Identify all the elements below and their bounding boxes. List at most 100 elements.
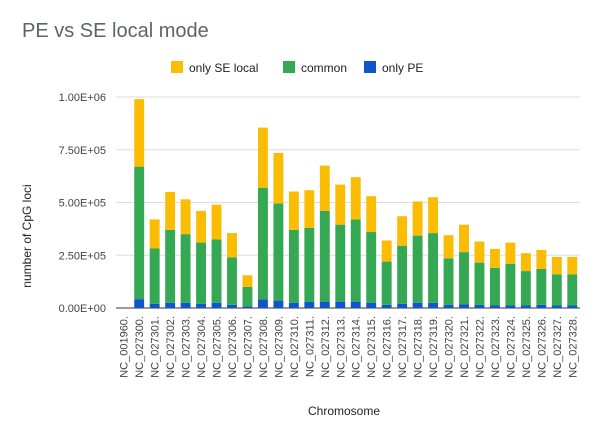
bars xyxy=(134,99,578,308)
x-tick-label: NC_027302. xyxy=(165,316,177,378)
legend: only SE local common only PE xyxy=(171,61,423,75)
bar-common xyxy=(459,252,469,305)
bar-common xyxy=(350,219,361,302)
x-tick-label: NC_027318. xyxy=(413,316,425,378)
bar-only-pe xyxy=(505,305,516,308)
bar-only-pe xyxy=(366,302,377,308)
bar-only-pe xyxy=(165,302,176,308)
bar-common xyxy=(381,261,392,305)
bar-only-se-local xyxy=(288,191,299,230)
bar-common xyxy=(412,235,423,303)
bar-common xyxy=(536,268,547,305)
bar-only-pe xyxy=(335,301,346,308)
bar-only-se-local xyxy=(551,256,562,275)
bar-only-pe xyxy=(350,301,361,308)
bar-only-pe xyxy=(257,299,268,308)
x-tick-label: NC_027312. xyxy=(320,316,332,378)
x-tick-label: NC_027317. xyxy=(397,316,409,378)
x-tick-label: NC_027314. xyxy=(351,316,363,378)
bar-only-se-local xyxy=(412,201,423,236)
bar-only-se-local xyxy=(134,99,145,167)
bar-only-se-local xyxy=(273,152,284,204)
bar-only-se-local xyxy=(149,219,160,249)
bar-only-se-local xyxy=(474,241,485,263)
legend-label-only-pe: only PE xyxy=(382,61,423,75)
bar-common xyxy=(366,232,377,303)
bar-only-pe xyxy=(412,302,423,308)
x-axis-ticks: NC_001960. NC_027300. NC_027301. NC_027302.… xyxy=(119,316,580,378)
x-tick-label: NC_027315. xyxy=(366,316,378,378)
bar-only-se-local xyxy=(366,196,377,233)
bar-only-se-local xyxy=(180,199,191,235)
x-tick-label: NC_027303. xyxy=(181,316,193,378)
legend-swatch-only-pe xyxy=(364,61,376,73)
x-tick-label: NC_027301. xyxy=(150,316,162,378)
x-tick-label: NC_001960. xyxy=(119,316,131,378)
bar-only-pe xyxy=(242,306,253,308)
y-axis-ticks: 0.00E+00 2.50E+05 5.00E+05 7.50E+05 1.00E+06 xyxy=(59,92,106,315)
bar-only-se-local xyxy=(196,210,207,243)
bar-only-pe xyxy=(381,304,392,308)
bar-only-pe xyxy=(474,304,485,308)
bar-only-se-local xyxy=(520,253,531,272)
bar-only-pe xyxy=(288,302,299,308)
bar-common xyxy=(505,263,516,306)
bar-common xyxy=(319,210,330,302)
bar-only-pe xyxy=(397,303,408,308)
bar-only-se-local xyxy=(443,235,454,259)
bar-only-pe xyxy=(567,305,578,308)
bar-only-pe xyxy=(180,302,191,308)
y-tick-label: 7.50E+05 xyxy=(59,145,106,157)
bar-only-se-local xyxy=(567,256,578,275)
bar-common xyxy=(288,229,299,303)
bar-only-se-local xyxy=(211,204,222,240)
x-tick-label: NC_027320. xyxy=(444,316,456,378)
bar-common xyxy=(134,166,145,300)
bar-common xyxy=(257,187,268,300)
bar-only-se-local xyxy=(227,233,237,258)
bar-common xyxy=(489,267,500,306)
x-tick-label: NC_027322. xyxy=(474,316,486,378)
bar-common xyxy=(520,271,531,306)
bar-only-se-local xyxy=(304,190,315,228)
legend-swatch-common xyxy=(283,61,295,73)
bar-common xyxy=(474,262,485,305)
bar-common xyxy=(227,257,237,305)
bar-common xyxy=(567,274,578,306)
x-tick-label: NC_027310. xyxy=(289,316,301,378)
bar-only-pe xyxy=(211,302,222,308)
bar-only-pe xyxy=(443,304,454,308)
y-tick-label: 1.00E+06 xyxy=(59,92,106,104)
y-tick-label: 5.00E+05 xyxy=(59,198,106,210)
legend-label-only-se-local: only SE local xyxy=(189,61,258,75)
x-axis-title: Chromosome xyxy=(308,404,380,418)
bar-only-se-local xyxy=(335,184,346,225)
x-tick-label: NC_027326. xyxy=(536,316,548,378)
bar-only-pe xyxy=(536,304,547,308)
bar-only-pe xyxy=(428,302,439,308)
bar-only-se-local xyxy=(242,275,253,287)
y-axis-title: number of CpG loci xyxy=(20,184,34,287)
x-tick-label: NC_027311. xyxy=(304,316,316,377)
bar-only-pe xyxy=(227,304,237,308)
bar-only-se-local xyxy=(459,224,469,253)
bar-only-se-local xyxy=(397,216,408,246)
bar-only-pe xyxy=(551,305,562,308)
x-tick-label: NC_027307. xyxy=(242,316,254,378)
x-tick-label: NC_027304. xyxy=(196,316,208,378)
bar-only-se-local xyxy=(350,177,361,220)
bar-only-se-local xyxy=(319,165,330,211)
bar-common xyxy=(242,286,253,307)
bar-common xyxy=(165,229,176,303)
bar-only-se-local xyxy=(536,249,547,269)
x-tick-label: NC_027328. xyxy=(567,316,579,378)
bar-only-se-local xyxy=(165,191,176,230)
bar-only-se-local xyxy=(489,248,500,268)
bar-only-pe xyxy=(489,305,500,308)
chart-title: PE vs SE local mode xyxy=(22,20,209,42)
x-tick-label: NC_027324. xyxy=(505,316,517,378)
y-tick-label: 2.50E+05 xyxy=(59,250,106,262)
bar-common xyxy=(273,203,284,301)
bar-common xyxy=(149,248,160,304)
